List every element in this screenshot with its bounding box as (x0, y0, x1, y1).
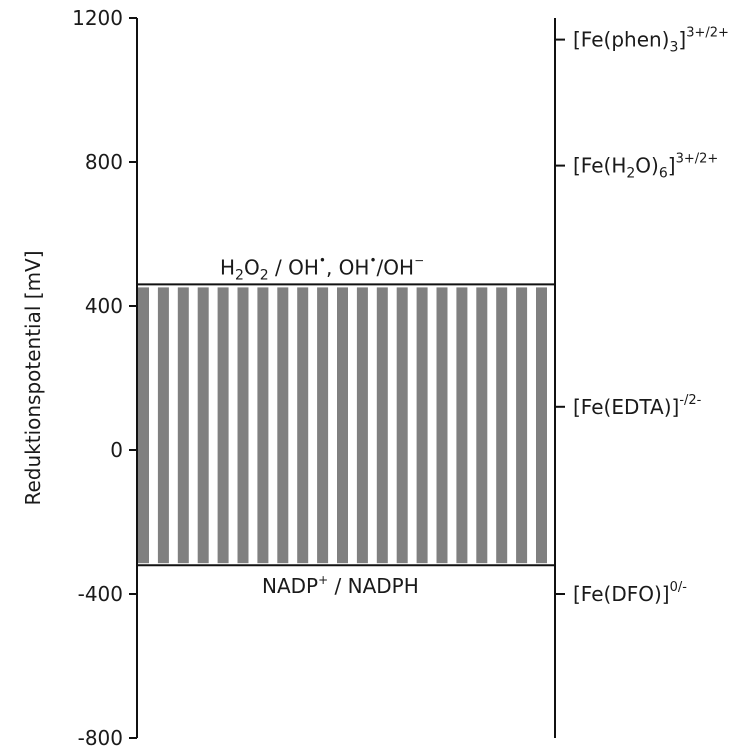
lower-label-sup: + (318, 573, 328, 587)
window-stripe (337, 287, 348, 564)
upper-label-h: H (220, 255, 235, 279)
complex-phen-sup: 3+/2+ (686, 26, 729, 41)
complex-dfo-sup: 0/- (670, 580, 688, 595)
y-ticks: 1200 800 400 0 -400 -800 (72, 6, 137, 750)
complex-h2o-sup: 3+/2+ (676, 152, 719, 167)
window-stripe (376, 287, 388, 564)
window-stripe (277, 287, 289, 564)
y-axis-title: Reduktionspotential [mV] (21, 250, 45, 505)
complex-h2o-mid: O) (635, 154, 659, 178)
complex-h2o-base: [Fe(H (573, 154, 626, 178)
upper-label-sub2: 2 (260, 267, 269, 283)
window-stripe (496, 287, 508, 564)
complex-h2o-close: ] (668, 154, 676, 178)
window-stripe (416, 287, 428, 564)
window-stripe (138, 287, 149, 564)
y-tick-label-400: 400 (85, 294, 123, 318)
upper-label-sep: / OH (269, 255, 319, 279)
window-stripe (516, 287, 528, 564)
upper-label-dot2: • (369, 253, 376, 267)
y-tick-label--800: -800 (78, 726, 123, 750)
window-stripe (436, 287, 448, 564)
complex-label-fe-h2o: [Fe(H2O)6]3+/2+ (573, 152, 718, 182)
complex-dfo-base: [Fe(DFO)] (573, 582, 670, 606)
window-stripe (476, 287, 488, 564)
upper-bound-label: H2O2 / OH•, OH•/OH− (220, 253, 424, 283)
upper-label-dot1: • (319, 253, 326, 267)
window-stripe (456, 287, 468, 564)
complex-label-fe-edta: [Fe(EDTA)]-/2- (573, 393, 702, 419)
window-stripe (217, 287, 229, 564)
upper-label-comma: , OH (326, 255, 370, 279)
complex-phen-base: [Fe(phen) (573, 28, 669, 52)
complex-phen-sub: 3 (669, 40, 678, 56)
window-stripe (257, 287, 269, 564)
upper-label-minus: − (414, 253, 424, 267)
lower-label-part1: NADP (262, 574, 318, 598)
window-stripe (317, 287, 329, 564)
complex-label-fe-dfo: [Fe(DFO)]0/- (573, 580, 687, 606)
window-stripe (237, 287, 249, 564)
window-stripe (356, 287, 368, 564)
upper-label-slash: /OH (377, 255, 415, 279)
y-tick-label-0: 0 (110, 438, 123, 462)
lower-bound-label: NADP+ / NADPH (262, 573, 419, 598)
window-stripe (396, 287, 408, 564)
window-stripe (536, 287, 547, 564)
y-tick-label-800: 800 (85, 150, 123, 174)
window-stripe (297, 287, 309, 564)
y-tick-label-1200: 1200 (72, 6, 123, 30)
complex-edta-sup: -/2- (679, 393, 701, 408)
y-tick-label--400: -400 (78, 582, 123, 606)
window-stripe (197, 287, 209, 564)
upper-label-sub1: 2 (235, 267, 244, 283)
complex-label-fe-phen: [Fe(phen)3]3+/2+ (573, 26, 729, 56)
window-stripe (157, 287, 169, 564)
complex-edta-base: [Fe(EDTA)] (573, 395, 679, 419)
lower-label-part2: / NADPH (328, 574, 419, 598)
complex-phen-close: ] (678, 28, 686, 52)
upper-label-o: O (244, 255, 260, 279)
window-stripe (177, 287, 189, 564)
complex-h2o-sub2: 6 (659, 166, 668, 182)
complex-list: [Fe(phen)3]3+/2+ [Fe(H2O)6]3+/2+ [Fe(EDT… (555, 26, 729, 606)
window-stripes (138, 287, 547, 564)
complex-h2o-sub: 2 (626, 166, 635, 182)
